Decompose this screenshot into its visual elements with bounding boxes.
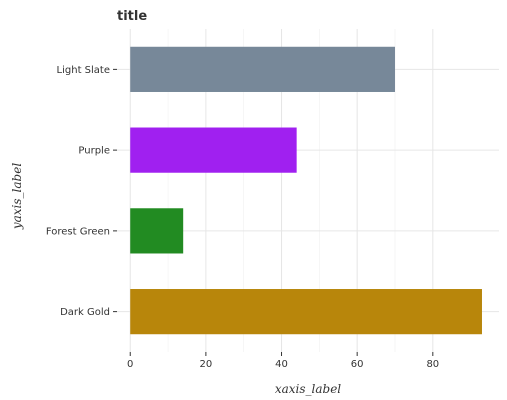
x-axis-label: xaxis_label	[275, 382, 341, 396]
bar-light-slate	[130, 47, 395, 92]
y-axis-ticks: Dark Gold Forest Green Purple Light Slate	[46, 65, 117, 318]
chart-title: title	[117, 9, 147, 24]
x-tick-label: 80	[426, 359, 439, 370]
bars	[130, 47, 482, 334]
bar-dark-gold	[130, 289, 482, 334]
x-tick-label: 0	[127, 359, 133, 370]
y-axis-label: yaxis_label	[10, 163, 24, 230]
y-tick-label: Forest Green	[46, 226, 110, 237]
y-tick-label: Purple	[78, 146, 110, 157]
x-tick-label: 20	[200, 359, 213, 370]
y-tick-label: Light Slate	[57, 65, 110, 76]
x-tick-label: 40	[275, 359, 288, 370]
x-tick-label: 60	[351, 359, 364, 370]
bar-forest-green	[130, 208, 183, 253]
y-tick-label: Dark Gold	[60, 307, 110, 318]
bar-purple	[130, 128, 296, 173]
x-axis-ticks: 0 20 40 60 80	[127, 352, 439, 370]
